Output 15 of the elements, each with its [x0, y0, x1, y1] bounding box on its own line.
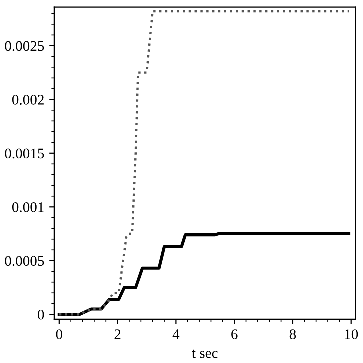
y-tick-label: 0.0025 [5, 41, 44, 52]
y-tick-label: 0.001 [12, 202, 44, 212]
x-tick-label: 10 [345, 330, 358, 340]
x-tick-label: 8 [290, 330, 296, 340]
y-tick-label: 0 [38, 310, 44, 320]
x-tick-label: 2 [114, 330, 121, 340]
y-tick-label: 0.0005 [5, 256, 44, 266]
line-series [58, 232, 351, 316]
y-tick-label: 0.0015 [5, 148, 44, 159]
x-axis-title: t sec [192, 350, 218, 358]
y-tick-label: 0.002 [12, 95, 44, 105]
x-tick-label: 0 [56, 330, 63, 340]
x-tick-label: 4 [172, 330, 180, 340]
x-tick-label: 6 [232, 330, 238, 340]
line-series [58, 10, 350, 316]
